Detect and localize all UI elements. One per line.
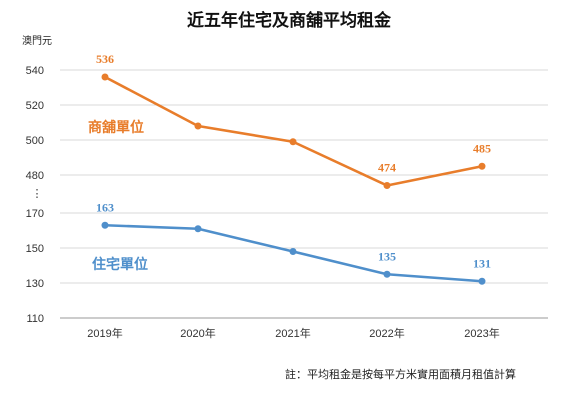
data-point <box>194 225 202 233</box>
data-point <box>478 162 486 170</box>
data-label: 131 <box>473 256 491 270</box>
series-name-label: 商舖單位 <box>88 119 144 136</box>
data-label: 135 <box>378 249 396 263</box>
gridlines <box>60 69 548 319</box>
y-tick-label: 520 <box>26 100 44 112</box>
x-tick-label: 2020年 <box>180 326 215 340</box>
chart-title: 近五年住宅及商舖平均租金 <box>187 10 392 31</box>
data-point <box>289 248 297 255</box>
series-group: 536 474 485 商舖單位 163 135 131 住宅單位 <box>88 52 491 285</box>
x-tick-label: 2023年 <box>464 326 499 340</box>
y-tick-label: 150 <box>26 243 44 255</box>
y-tick-label: 540 <box>26 65 44 77</box>
chart-note: 註：平均租金是按每平方米實用面積月租值計算 <box>285 367 516 381</box>
data-point <box>101 221 109 229</box>
series-name-label: 住宅單位 <box>92 256 148 273</box>
y-axis-ticks: 540 520 500 480 170 150 130 110 <box>26 65 44 325</box>
y-tick-label: 170 <box>26 208 44 220</box>
x-tick-label: 2022年 <box>369 326 404 340</box>
data-label: 485 <box>473 141 491 155</box>
data-point <box>289 138 297 146</box>
data-point <box>101 73 109 81</box>
y-tick-label: 130 <box>26 278 44 290</box>
series-line <box>104 75 483 187</box>
x-tick-label: 2019年 <box>87 326 122 340</box>
data-point <box>194 122 202 130</box>
data-label: 536 <box>96 52 114 66</box>
x-tick-label: 2021年 <box>275 326 310 340</box>
y-tick-label: 480 <box>26 170 44 182</box>
x-axis-ticks: 2019年 2020年 2021年 2022年 2023年 <box>87 326 499 340</box>
data-point <box>478 277 486 285</box>
data-point <box>383 182 391 189</box>
data-point <box>383 270 391 278</box>
axis-break-symbol: ⋮ <box>32 188 43 200</box>
data-label: 474 <box>378 161 396 175</box>
y-tick-label: 110 <box>26 313 44 325</box>
data-label: 163 <box>96 200 114 214</box>
unit-label: 澳門元 <box>22 34 52 47</box>
y-tick-label: 500 <box>26 135 44 147</box>
